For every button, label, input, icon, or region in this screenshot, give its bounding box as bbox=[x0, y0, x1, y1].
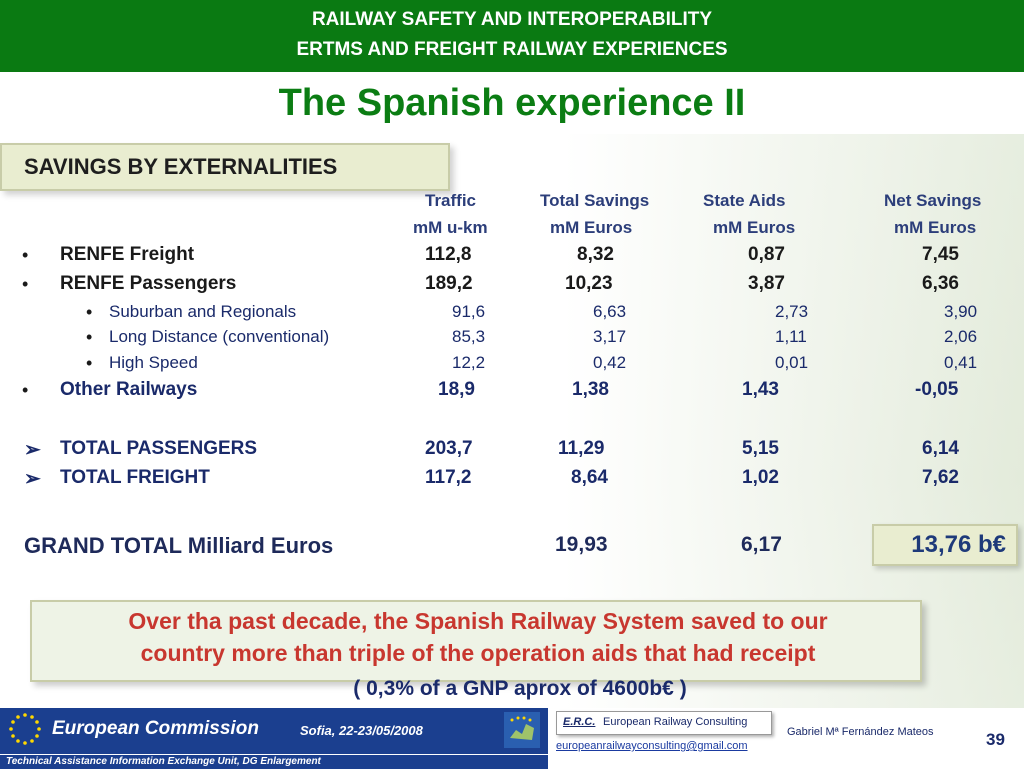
erc-name: European Railway Consulting bbox=[603, 716, 748, 728]
arrow-bullet-icon: ➢ bbox=[24, 468, 41, 490]
col-total-savings-unit: mM Euros bbox=[550, 218, 633, 237]
row-label-renfe-passengers: RENFE Passengers bbox=[60, 273, 237, 294]
cell-total: 6,63 bbox=[593, 302, 627, 321]
cell-aids: 1,02 bbox=[742, 467, 779, 488]
col-net-savings-label: Net Savings bbox=[884, 191, 982, 210]
col-state-aids-unit: mM Euros bbox=[713, 218, 796, 237]
cell-net: 2,06 bbox=[944, 327, 978, 346]
header-line-2: ERTMS AND FREIGHT RAILWAY EXPERIENCES bbox=[296, 39, 728, 60]
sub-bullet: • bbox=[86, 327, 93, 347]
event-date: Sofia, 22-23/05/2008 bbox=[300, 723, 423, 738]
col-state-aids-label: State Aids bbox=[703, 191, 786, 210]
erc-badge: E.R.C. bbox=[563, 716, 596, 728]
row-label-high-speed: High Speed bbox=[109, 353, 198, 372]
bullet: • bbox=[22, 380, 29, 400]
conclusion-box: Over tha past decade, the Spanish Railwa… bbox=[30, 600, 922, 682]
cell-aids: 0,01 bbox=[775, 353, 809, 372]
cell-net: 6,14 bbox=[922, 438, 959, 459]
eu-stars-logo-icon bbox=[4, 708, 46, 750]
conclusion-line-1: Over tha past decade, the Spanish Railwa… bbox=[128, 608, 828, 634]
cell-total: 3,17 bbox=[593, 327, 627, 346]
cell-total: 11,29 bbox=[558, 438, 605, 459]
slide-header: RAILWAY SAFETY AND INTEROPERABILITY ERTM… bbox=[0, 0, 1024, 72]
grand-total-savings: 19,93 bbox=[555, 533, 608, 556]
cell-net: 7,45 bbox=[922, 244, 959, 265]
header-line-1: RAILWAY SAFETY AND INTEROPERABILITY bbox=[311, 9, 713, 30]
gnp-note: ( 0,3% of a GNP aprox of 4600b€ ) bbox=[353, 677, 687, 700]
arrow-bullet-icon: ➢ bbox=[24, 439, 41, 461]
row-label-suburban: Suburban and Regionals bbox=[109, 302, 297, 321]
cell-traffic: 112,8 bbox=[425, 244, 472, 265]
bullet: • bbox=[22, 274, 29, 294]
section-title-box: SAVINGS BY EXTERNALITIES bbox=[0, 143, 450, 191]
row-label-renfe-freight: RENFE Freight bbox=[60, 244, 195, 265]
cell-net: 7,62 bbox=[922, 467, 959, 488]
cell-net: 6,36 bbox=[922, 273, 959, 294]
row-label-total-freight: TOTAL FREIGHT bbox=[60, 467, 210, 488]
cell-total: 0,42 bbox=[593, 353, 627, 372]
cell-traffic: 189,2 bbox=[425, 273, 473, 294]
grand-total-net: 13,76 b€ bbox=[911, 531, 1006, 558]
ec-strip: Technical Assistance Information Exchang… bbox=[0, 754, 548, 769]
conclusion-line-2: country more than triple of the operatio… bbox=[140, 640, 816, 666]
col-traffic-unit: mM u-km bbox=[413, 218, 488, 237]
row-label-total-passengers: TOTAL PASSENGERS bbox=[60, 438, 258, 459]
col-total-savings-label: Total Savings bbox=[540, 191, 650, 210]
cell-aids: 3,87 bbox=[748, 273, 785, 294]
bullet: • bbox=[22, 245, 29, 265]
cell-aids: 2,73 bbox=[775, 302, 809, 321]
cell-aids: 1,11 bbox=[775, 327, 807, 346]
col-traffic-label: Traffic bbox=[425, 191, 477, 210]
sub-bullet: • bbox=[86, 302, 93, 322]
col-net-savings-unit: mM Euros bbox=[894, 218, 977, 237]
ec-banner bbox=[0, 708, 548, 754]
slide-title: The Spanish experience II bbox=[278, 82, 746, 124]
grand-total-net-box: 13,76 b€ bbox=[872, 524, 1018, 566]
cell-aids: 1,43 bbox=[742, 379, 779, 400]
cell-traffic: 91,6 bbox=[452, 302, 486, 321]
cell-traffic: 18,9 bbox=[438, 379, 475, 400]
cell-total: 10,23 bbox=[565, 273, 613, 294]
grand-total-aids: 6,17 bbox=[741, 533, 782, 556]
ec-name: European Commission bbox=[52, 718, 259, 739]
row-label-other-railways: Other Railways bbox=[60, 379, 198, 400]
sub-bullet: • bbox=[86, 353, 93, 373]
cell-net: -0,05 bbox=[915, 379, 959, 400]
row-label-long-distance: Long Distance (conventional) bbox=[109, 327, 330, 346]
cell-traffic: 85,3 bbox=[452, 327, 486, 346]
cell-aids: 0,87 bbox=[748, 244, 785, 265]
ec-strip-text: Technical Assistance Information Exchang… bbox=[6, 756, 321, 767]
erc-badge-box: E.R.C. European Railway Consulting bbox=[556, 711, 772, 735]
cell-net: 3,90 bbox=[944, 302, 978, 321]
cell-traffic: 12,2 bbox=[452, 353, 486, 372]
cell-traffic: 203,7 bbox=[425, 438, 473, 459]
eu-map-flag-icon bbox=[504, 712, 540, 748]
author-name: Gabriel Mª Fernández Mateos bbox=[787, 726, 934, 738]
email-link[interactable]: europeanrailwayconsulting@gmail.com bbox=[556, 740, 748, 752]
cell-total: 8,32 bbox=[577, 244, 614, 265]
page-number: 39 bbox=[986, 730, 1005, 749]
section-title: SAVINGS BY EXTERNALITIES bbox=[24, 154, 338, 179]
cell-net: 0,41 bbox=[944, 353, 978, 372]
cell-total: 1,38 bbox=[572, 379, 609, 400]
grand-total-label: GRAND TOTAL Milliard Euros bbox=[24, 533, 334, 558]
cell-aids: 5,15 bbox=[742, 438, 779, 459]
cell-traffic: 117,2 bbox=[425, 467, 472, 488]
cell-total: 8,64 bbox=[571, 467, 608, 488]
